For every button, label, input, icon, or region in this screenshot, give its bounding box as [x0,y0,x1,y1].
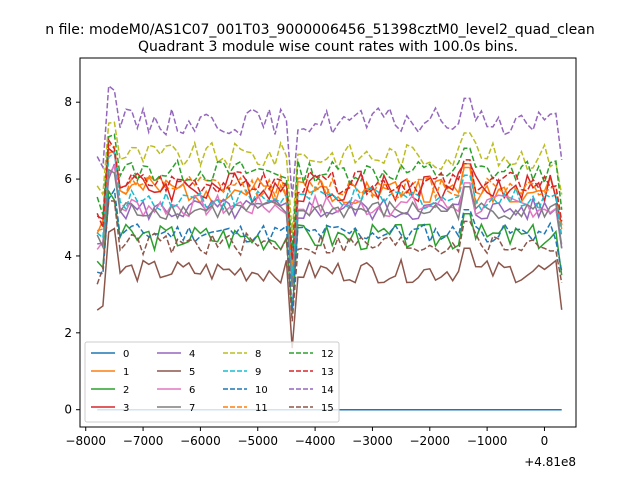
series-line-8 [96,121,563,233]
x-offset-label: +4.81e8 [524,455,576,469]
series-line-3 [96,146,563,264]
series-line-2 [96,188,563,314]
legend-label-5: 5 [189,367,195,378]
series-line-5 [96,227,563,349]
x-tick-label: −6000 [180,434,221,448]
x-tick-label: −3000 [352,434,393,448]
legend-label-0: 0 [123,349,129,360]
legend-label-14: 14 [321,385,334,396]
series-line-13 [96,137,563,260]
x-axis: −8000 −7000 −6000 −5000 −4000 −3000 −2000 −1000… [65,427,548,448]
series-line-11 [96,143,563,264]
series-line-14 [96,84,563,199]
legend-label-9: 9 [255,367,261,378]
legend-label-2: 2 [123,385,129,396]
series-line-12 [96,133,563,249]
legend-label-4: 4 [189,349,195,360]
y-tick-label: 8 [64,95,72,109]
legend-label-8: 8 [255,349,261,360]
plot-frame [79,57,577,428]
series-layer [96,84,563,411]
legend-label-3: 3 [123,403,129,414]
series-line-15 [96,200,563,322]
y-axis: 0 2 4 6 8 [64,95,80,417]
y-tick-label: 6 [64,172,72,186]
legend-label-6: 6 [189,385,195,396]
chart-title: Quadrant 3 module wise count rates with … [138,39,518,55]
x-tick-label: −7000 [123,434,164,448]
legend-label-7: 7 [189,403,195,414]
legend-label-1: 1 [123,367,129,378]
x-tick-label: 0 [541,434,549,448]
x-tick-label: −2000 [409,434,450,448]
y-tick-label: 4 [64,249,72,263]
series-line-9 [96,150,563,276]
legend-label-13: 13 [321,367,334,378]
legend-box [84,341,340,423]
x-tick-label: −8000 [65,434,106,448]
legend-label-15: 15 [321,403,334,414]
legend-label-11: 11 [255,403,268,414]
y-tick-label: 0 [64,403,72,417]
legend-label-10: 10 [255,385,268,396]
figure-suptitle: n file: modeM0/AS1C07_001T03_9000006456_… [45,22,594,38]
x-tick-label: −4000 [295,434,336,448]
series-line-10 [96,187,563,310]
y-tick-label: 2 [64,326,72,340]
x-tick-label: −1000 [467,434,508,448]
x-tick-label: −5000 [237,434,278,448]
legend-label-12: 12 [321,349,334,360]
series-line-7 [96,168,563,287]
